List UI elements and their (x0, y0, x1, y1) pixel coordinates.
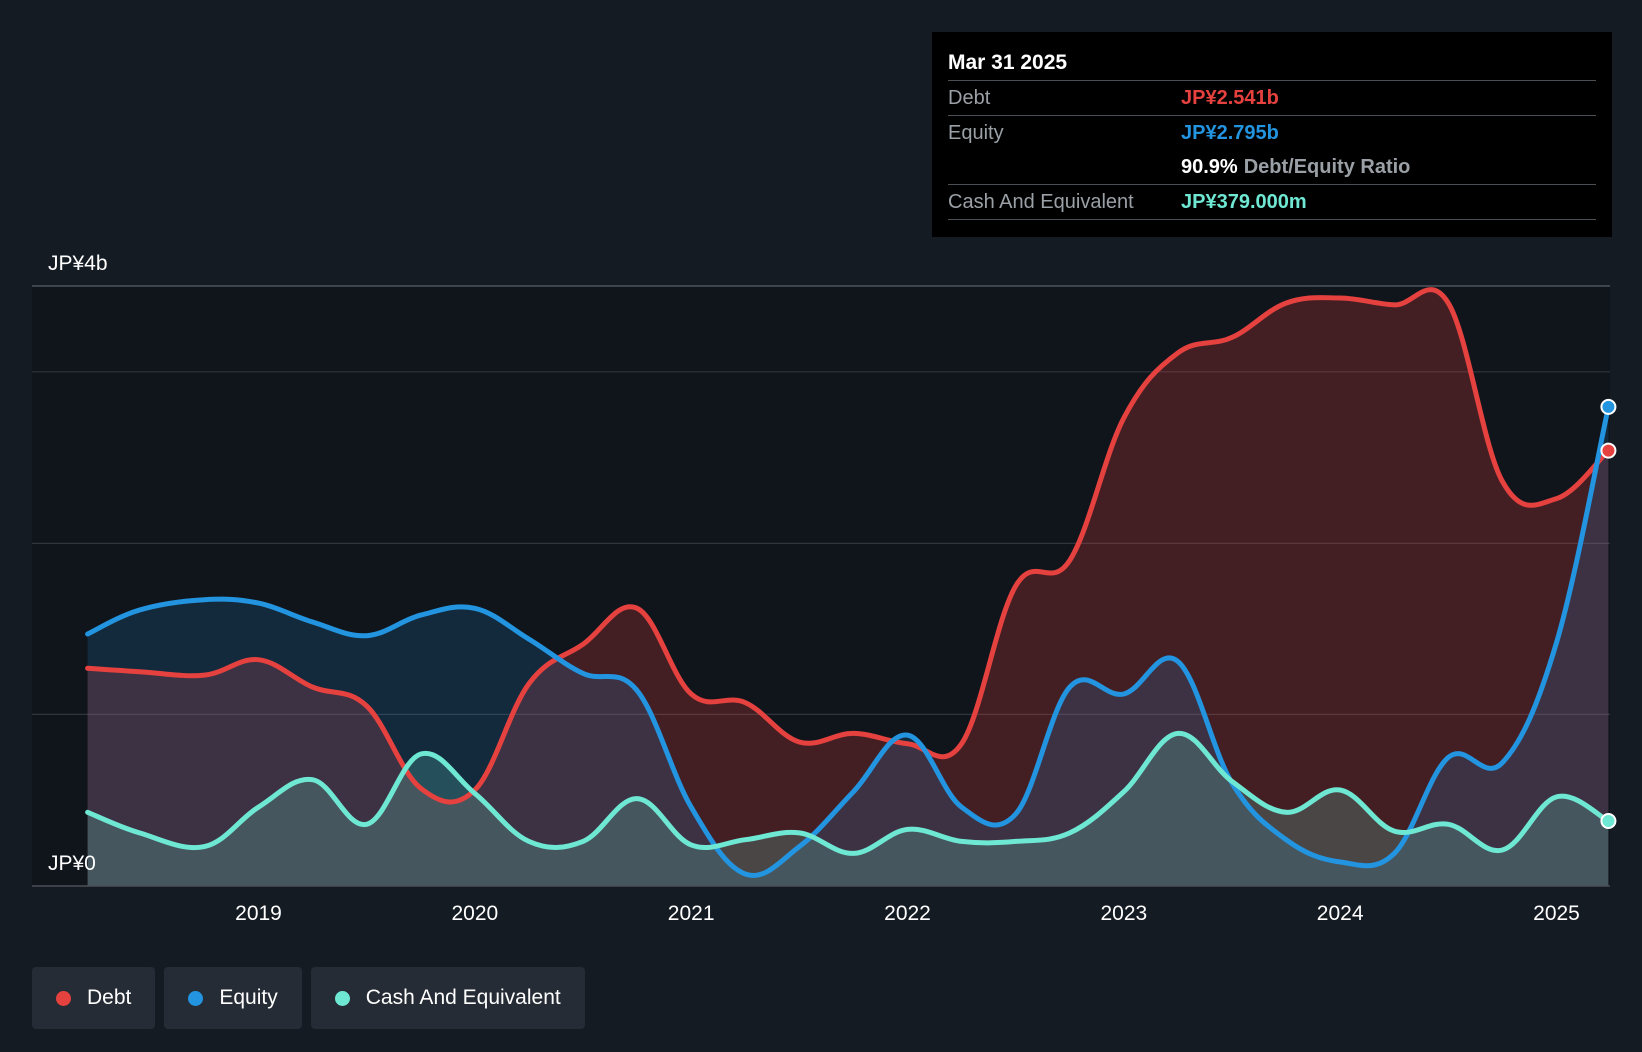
x-tick-label-2019: 2019 (235, 902, 282, 925)
debt-dot-icon (56, 990, 71, 1006)
tooltip-debt-label: Debt (948, 87, 991, 109)
tooltip-equity-value: JP¥2.795b (1181, 122, 1279, 144)
y-axis-max-label: JP¥4b (48, 252, 108, 275)
hover-tooltip: Mar 31 2025 Debt JP¥2.541b Equity JP¥2.7… (932, 32, 1612, 237)
tooltip-row-ratio: 90.9% Debt/Equity Ratio (948, 150, 1596, 185)
tooltip-ratio-value: 90.9% (1181, 156, 1238, 178)
x-axis-ticks: 2019 2020 2021 2022 2023 2024 2025 (235, 902, 1580, 925)
cash-end-marker[interactable] (1600, 813, 1617, 830)
tooltip-equity-label: Equity (948, 122, 1004, 144)
y-axis-zero-label: JP¥0 (48, 852, 96, 875)
tooltip-debt-value: JP¥2.541b (1181, 87, 1279, 109)
series-lines (85, 287, 1611, 878)
equity-end-marker[interactable] (1600, 398, 1617, 415)
x-tick-label-2021: 2021 (668, 902, 715, 925)
debt-area (87, 289, 1609, 886)
tooltip-row-cash: Cash And Equivalent JP¥379.000m (948, 185, 1596, 220)
tooltip-row-debt: Debt JP¥2.541b (948, 81, 1596, 116)
x-tick-label-2025: 2025 (1533, 902, 1580, 925)
x-tick-label-2024: 2024 (1317, 902, 1364, 925)
highlight-region (32, 286, 1610, 886)
legend-item-equity[interactable]: Equity (164, 967, 302, 1029)
equity-area (87, 406, 1609, 886)
cash-dot-icon (334, 990, 350, 1006)
legend-item-cash[interactable]: Cash And Equivalent (310, 967, 585, 1029)
chart-legend: Debt Equity Cash And Equivalent (32, 967, 585, 1029)
equity-dot-icon (188, 990, 204, 1006)
tooltip-date: Mar 31 2025 (948, 46, 1596, 81)
debt-line (85, 287, 1611, 805)
equity-line (85, 404, 1611, 878)
legend-label-debt: Debt (87, 986, 132, 1009)
end-markers (1600, 398, 1617, 830)
tooltip-cash-label: Cash And Equivalent (948, 191, 1134, 213)
cash-area (87, 733, 1609, 886)
series-areas (87, 289, 1609, 886)
legend-label-cash: Cash And Equivalent (365, 986, 561, 1009)
cash-line (85, 730, 1611, 856)
debt-end-marker[interactable] (1600, 442, 1617, 459)
tooltip-row-equity: Equity JP¥2.795b (948, 116, 1596, 150)
legend-item-debt[interactable]: Debt (32, 967, 156, 1029)
x-tick-label-2020: 2020 (451, 902, 498, 925)
x-tick-label-2022: 2022 (884, 902, 931, 925)
x-tick-label-2023: 2023 (1100, 902, 1147, 925)
grid-lines (32, 285, 1610, 716)
legend-label-equity: Equity (219, 986, 278, 1009)
tooltip-ratio-spacer (948, 150, 1181, 184)
tooltip-ratio-label: Debt/Equity Ratio (1243, 156, 1411, 178)
tooltip-cash-value: JP¥379.000m (1181, 191, 1307, 213)
